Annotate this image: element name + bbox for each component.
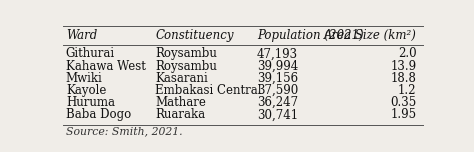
Text: Ward: Ward [66,29,97,42]
Text: 0.35: 0.35 [390,96,416,109]
Text: 2.0: 2.0 [398,47,416,60]
Text: Source: Smith, 2021.: Source: Smith, 2021. [66,126,182,136]
Text: 39,994: 39,994 [257,60,298,73]
Text: 36,247: 36,247 [257,96,298,109]
Text: 47,193: 47,193 [257,47,298,60]
Text: Mwiki: Mwiki [66,72,102,85]
Text: 13.9: 13.9 [390,60,416,73]
Text: Kasarani: Kasarani [155,72,208,85]
Text: 1.95: 1.95 [390,108,416,121]
Text: 37,590: 37,590 [257,84,298,97]
Text: 1.2: 1.2 [398,84,416,97]
Text: Constituency: Constituency [155,29,234,42]
Text: Baba Dogo: Baba Dogo [66,108,131,121]
Text: Population (2021): Population (2021) [257,29,364,42]
Text: 18.8: 18.8 [391,72,416,85]
Text: Kahawa West: Kahawa West [66,60,146,73]
Text: Area Size (km²): Area Size (km²) [323,29,416,42]
Text: Huruma: Huruma [66,96,115,109]
Text: Roysambu: Roysambu [155,47,218,60]
Text: Kayole: Kayole [66,84,106,97]
Text: Ruaraka: Ruaraka [155,108,206,121]
Text: Roysambu: Roysambu [155,60,218,73]
Text: 39,156: 39,156 [257,72,298,85]
Text: Githurai: Githurai [66,47,115,60]
Text: Embakasi Central: Embakasi Central [155,84,262,97]
Text: Mathare: Mathare [155,96,206,109]
Text: 30,741: 30,741 [257,108,298,121]
